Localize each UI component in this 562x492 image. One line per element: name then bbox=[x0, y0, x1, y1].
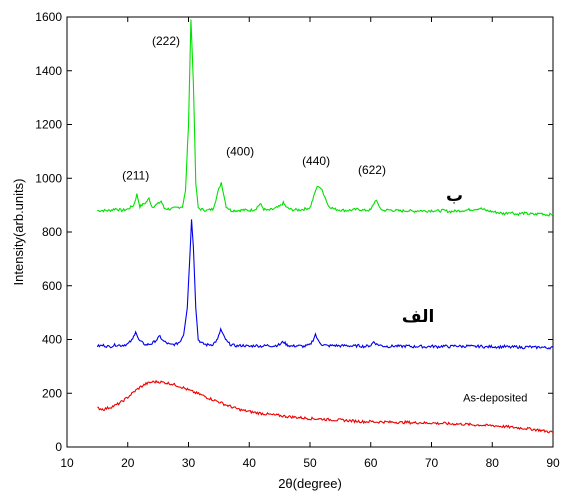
x-tick-label: 80 bbox=[486, 456, 500, 470]
x-axis-ticks: 10 20 30 40 50 60 70 80 90 bbox=[60, 17, 560, 470]
y-tick-label: 1400 bbox=[35, 64, 62, 78]
curve-label: As-deposited bbox=[463, 392, 527, 404]
y-tick-label: 1000 bbox=[35, 171, 62, 185]
x-tick-label: 30 bbox=[182, 456, 196, 470]
y-tick-label: 600 bbox=[42, 279, 62, 293]
peak-annotation: (440) bbox=[302, 154, 330, 168]
x-axis-label: 2θ(degree) bbox=[278, 476, 342, 491]
x-tick-label: 40 bbox=[243, 456, 257, 470]
x-tick-label: 60 bbox=[364, 456, 378, 470]
x-tick-label: 50 bbox=[303, 456, 317, 470]
series-line-0 bbox=[97, 19, 554, 217]
series-line-2 bbox=[97, 379, 554, 434]
y-axis-ticks: 0 200 400 600 800 1000 1200 1400 1600 bbox=[35, 10, 553, 454]
y-tick-label: 1200 bbox=[35, 118, 62, 132]
x-tick-label: 10 bbox=[60, 456, 74, 470]
curve-labels: ب الف As-deposited bbox=[402, 186, 527, 404]
x-tick-label: 70 bbox=[425, 456, 439, 470]
y-tick-label: 200 bbox=[42, 386, 62, 400]
curve-label: الف bbox=[402, 307, 434, 326]
y-tick-label: 1600 bbox=[35, 10, 62, 24]
peak-annotation: (622) bbox=[358, 163, 386, 177]
curve-label: ب bbox=[446, 186, 463, 205]
peak-annotation: (222) bbox=[152, 34, 180, 48]
series-layer bbox=[96, 19, 554, 434]
y-tick-label: 0 bbox=[55, 440, 62, 454]
peak-annotation: (211) bbox=[122, 169, 149, 183]
x-tick-label: 20 bbox=[121, 456, 135, 470]
y-tick-label: 400 bbox=[42, 333, 62, 347]
plot-area bbox=[66, 16, 554, 448]
x-tick-label: 90 bbox=[546, 456, 560, 470]
y-tick-label: 800 bbox=[42, 225, 62, 239]
peak-annotation: (400) bbox=[226, 144, 254, 158]
peak-annotations: (222) (211) (400) (440) (622) bbox=[122, 34, 386, 182]
series-line-1 bbox=[96, 219, 554, 350]
y-axis-label: Intensity(arb.units) bbox=[11, 179, 26, 286]
